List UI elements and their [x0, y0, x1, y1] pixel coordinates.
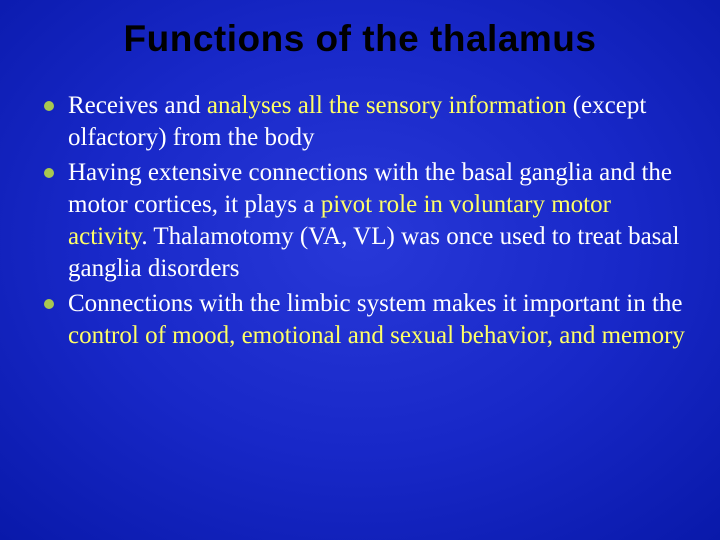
bullet-item: Having extensive connections with the ba… [40, 157, 690, 285]
bullet-marker-icon [44, 168, 54, 178]
bullet-item: Receives and analyses all the sensory in… [40, 90, 690, 154]
bullet-marker-icon [44, 299, 54, 309]
highlight-text: analyses all the sensory information [207, 92, 567, 119]
normal-text: Connections with the limbic system makes… [68, 290, 683, 317]
highlight-text: control of mood, emotional and sexual be… [68, 322, 685, 349]
slide-container: Functions of the thalamus Receives and a… [0, 0, 720, 540]
bullet-text: Having extensive connections with the ba… [68, 157, 690, 285]
normal-text: . Thalamotomy (VA, VL) was once used to … [68, 223, 679, 282]
bullet-marker-icon [44, 101, 54, 111]
bullet-text: Receives and analyses all the sensory in… [68, 90, 690, 154]
normal-text: Receives and [68, 92, 207, 119]
bullet-item: Connections with the limbic system makes… [40, 288, 690, 352]
bullet-text: Connections with the limbic system makes… [68, 288, 690, 352]
slide-title: Functions of the thalamus [0, 18, 720, 60]
slide-body: Receives and analyses all the sensory in… [40, 90, 690, 355]
